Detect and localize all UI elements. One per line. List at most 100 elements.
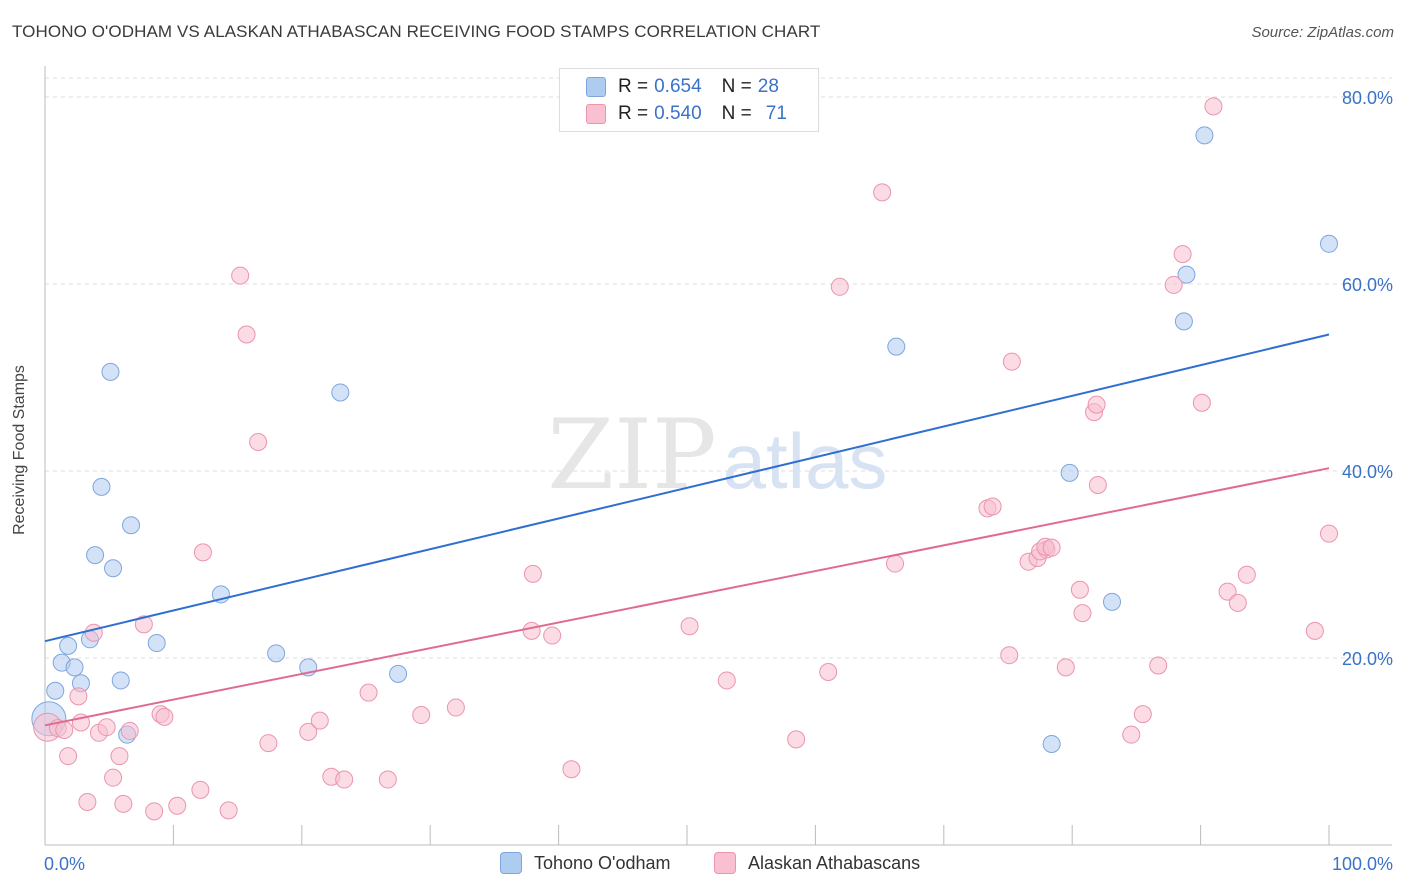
athabascan-point: [110, 747, 129, 766]
athabascan-point: [191, 780, 210, 799]
y-tick-label: 60.0%: [1342, 275, 1393, 295]
legend-swatch-tohono: [586, 77, 606, 97]
athabascan-point: [155, 707, 174, 726]
athabascan-point: [1228, 593, 1247, 612]
legend-r-label: R =: [618, 103, 649, 124]
series-legend-swatch-athabascan: [714, 852, 736, 874]
tohono-point: [1042, 735, 1061, 754]
athabascan-point: [1192, 393, 1211, 412]
athabascan-point: [680, 617, 699, 636]
athabascan-point: [1204, 97, 1223, 116]
athabascan-point: [522, 621, 541, 640]
athabascan-point: [1000, 646, 1019, 665]
athabascan-point: [1320, 524, 1338, 543]
athabascan-point: [145, 802, 164, 821]
legend-n-label: N =: [721, 76, 752, 97]
tohono-point: [147, 634, 166, 653]
tick-label-layer: 20.0% 40.0% 60.0% 80.0% 0.0% 100.0%: [44, 88, 1393, 874]
tohono-point: [267, 644, 286, 663]
tohono-point: [101, 362, 120, 381]
athabascan-point: [873, 183, 892, 202]
athabascan-point: [335, 770, 354, 789]
tohono-point: [122, 516, 141, 535]
athabascan-point: [104, 768, 123, 787]
series-legend-item-tohono[interactable]: Tohono O'odham: [500, 852, 671, 874]
watermark: ZIP atlas: [547, 399, 887, 511]
athabascan-point: [359, 683, 378, 702]
legend-n-label: N =: [721, 103, 752, 124]
athabascan-point: [1042, 538, 1061, 557]
athabascan-point: [219, 801, 238, 820]
athabascan-point: [1088, 476, 1107, 495]
legend-row-tohono: R = 0.654 N = 28: [586, 75, 779, 99]
athabascan-point: [1087, 395, 1106, 414]
tohono-point: [1177, 265, 1196, 284]
athabascan-point: [787, 730, 806, 749]
athabascan-point: [1070, 580, 1089, 599]
athabascan-point: [84, 623, 103, 642]
legend-r-value: 0.654: [654, 76, 702, 97]
athabascan-point: [1173, 245, 1192, 264]
tohono-point: [86, 546, 105, 565]
athabascan-point: [193, 543, 212, 562]
athabascan-point: [1122, 725, 1141, 744]
tohono-point: [1103, 592, 1122, 611]
watermark-atlas: atlas: [723, 417, 888, 505]
athabascan-point: [259, 734, 278, 753]
athabascan-point: [543, 626, 562, 645]
tohono-point: [1174, 312, 1193, 331]
athabascan-point: [1305, 621, 1324, 640]
athabascan-point: [168, 796, 187, 815]
y-tick-label: 80.0%: [1342, 88, 1393, 108]
tohono-point: [1320, 234, 1338, 253]
athabascan-point: [412, 706, 431, 725]
athabascan-point: [237, 325, 256, 344]
y-tick-label: 20.0%: [1342, 649, 1393, 669]
watermark-zip: ZIP: [547, 399, 716, 511]
y-tick-label: 40.0%: [1342, 462, 1393, 482]
athabascan-point: [134, 615, 153, 634]
tohono-point: [1195, 126, 1214, 145]
athabascan-point: [69, 687, 88, 706]
athabascan-point: [983, 497, 1002, 516]
x-tick-label: 0.0%: [44, 854, 85, 874]
athabascan-point: [1133, 705, 1152, 724]
athabascan-point: [1073, 604, 1092, 623]
series-legend-label-athabascan: Alaskan Athabascans: [748, 852, 921, 873]
legend-row-athabascan: R = 0.540 N = 71: [586, 102, 787, 126]
athabascan-point: [378, 770, 397, 789]
athabascan-point: [249, 433, 268, 452]
tohono-point: [65, 658, 84, 677]
tohono-point: [1060, 463, 1079, 482]
legend-n-value: 71: [765, 103, 787, 124]
legend-r-label: R =: [618, 76, 649, 97]
series-legend-item-athabascan[interactable]: Alaskan Athabascans: [714, 852, 920, 874]
athabascan-point: [1218, 582, 1237, 601]
athabascan-point: [59, 747, 78, 766]
tohono-point: [59, 636, 78, 655]
athabascan-point: [231, 266, 250, 285]
tohono-point: [111, 671, 130, 690]
athabascan-point: [1164, 275, 1183, 294]
series-legend-swatch-tohono: [500, 852, 522, 874]
athabascan-point: [830, 277, 849, 296]
athabascan-point: [523, 564, 542, 583]
athabascan-point: [55, 720, 74, 739]
axis-layer: [44, 66, 1392, 846]
athabascan-point: [1237, 565, 1256, 584]
legend-r-value: 0.540: [654, 103, 702, 124]
athabascan-point: [114, 794, 133, 813]
athabascan-point: [1002, 352, 1021, 371]
trend-layer: [44, 333, 1330, 727]
points-layer: [31, 97, 1338, 821]
athabascan-point: [717, 671, 736, 690]
athabascan-point: [1056, 658, 1075, 677]
x-tick-label: 100.0%: [1332, 854, 1393, 874]
athabascan-point: [886, 554, 905, 573]
athabascan-point: [819, 663, 838, 682]
correlation-legend: R = 0.654 N = 28 R = 0.540 N = 71: [559, 68, 819, 132]
tohono-point: [389, 664, 408, 683]
tohono-point: [104, 559, 123, 578]
athabascan-point: [1149, 656, 1168, 675]
